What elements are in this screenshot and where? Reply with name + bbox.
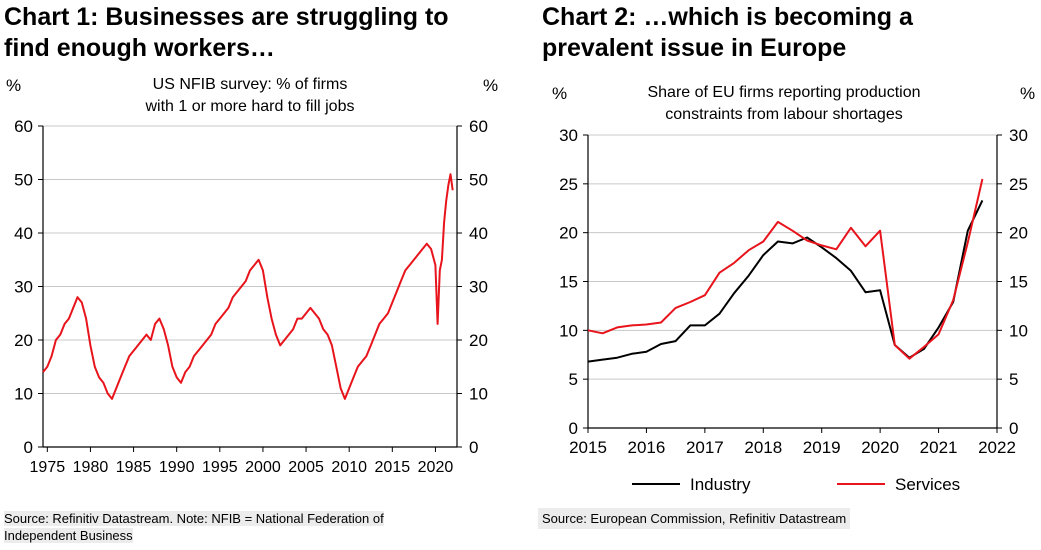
chart2-xtick-label: 2016 (628, 438, 666, 457)
chart1-ylabel-left: % (6, 76, 21, 95)
chart2-ytick-label-left: 25 (559, 175, 578, 194)
chart1-ytick-label-left: 50 (14, 171, 33, 190)
chart2-ytick-label-left: 15 (559, 273, 578, 292)
chart1-ytick-label-left: 60 (14, 117, 33, 136)
chart2-legend-label-industry: Industry (690, 475, 751, 494)
chart1-xtick-label: 1990 (159, 459, 195, 476)
chart2-xtick-label: 2021 (920, 438, 958, 457)
chart2-ytick-label-left: 0 (569, 419, 578, 438)
chart1-ytick-label-right: 30 (469, 278, 488, 297)
chart1-ytick-label-right: 40 (469, 224, 488, 243)
chart2-ytick-label-left: 20 (559, 224, 578, 243)
chart1-ytick-label-left: 0 (24, 438, 33, 457)
chart2-xtick-label: 2015 (569, 438, 607, 457)
chart2-ytick-label-right: 0 (1009, 419, 1018, 438)
chart1-ytick-label-right: 60 (469, 117, 488, 136)
chart1-subtitle-line1: US NFIB survey: % of firms (153, 76, 348, 93)
chart2-ytick-label-right: 15 (1009, 273, 1028, 292)
chart2-xtick-label: 2020 (861, 438, 899, 457)
chart2-ytick-label-left: 5 (569, 370, 578, 389)
chart1-ytick-label-right: 0 (469, 438, 478, 457)
chart1-xtick-label: 2020 (418, 459, 454, 476)
chart1-xtick-label: 2000 (245, 459, 281, 476)
chart2-title: Chart 2: …which is becoming a prevalent … (542, 2, 913, 64)
chart1-ylabel-right: % (483, 76, 498, 95)
chart2-ytick-label-right: 5 (1009, 370, 1018, 389)
chart2-ytick-label-left: 30 (559, 126, 578, 145)
chart2-ytick-label-left: 10 (559, 321, 578, 340)
chart1-subtitle-line2: with 1 or more hard to fill jobs (145, 98, 355, 115)
chart1-title: Chart 1: Businesses are struggling to fi… (4, 2, 449, 64)
chart2-ytick-label-right: 10 (1009, 321, 1028, 340)
chart2-xtick-label: 2022 (978, 438, 1016, 457)
chart2-xtick-label: 2019 (803, 438, 841, 457)
chart1-series-line-0 (42, 173, 454, 400)
chart2-xtick-label: 2017 (686, 438, 724, 457)
chart1-xtick-label: 1980 (73, 459, 109, 476)
chart2-ytick-label-right: 25 (1009, 175, 1028, 194)
chart1-title-line1: Chart 1: Businesses are struggling to (4, 3, 449, 31)
chart1-ytick-label-left: 40 (14, 224, 33, 243)
chart2-legend-label-services: Services (895, 475, 960, 494)
chart1-xtick-label: 2015 (375, 459, 411, 476)
chart1-ytick-label-left: 20 (14, 331, 33, 350)
chart1-xtick-label: 1985 (116, 459, 152, 476)
chart2-series-line-services (587, 178, 984, 360)
chart1-panel: Chart 1: Businesses are struggling to fi… (0, 0, 520, 550)
chart1-ytick-label-right: 10 (469, 385, 488, 404)
chart2-panel: Chart 2: …which is becoming a prevalent … (532, 0, 1041, 550)
chart2-title-line2: prevalent issue in Europe (542, 34, 847, 62)
chart2-ylabel-left: % (552, 84, 567, 103)
chart1-title-line2: find enough workers… (4, 34, 275, 62)
chart1-ytick-label-right: 20 (469, 331, 488, 350)
chart1-ytick-label-left: 30 (14, 278, 33, 297)
chart1-xtick-label: 1995 (202, 459, 238, 476)
chart1-ytick-label-right: 50 (469, 171, 488, 190)
chart1-xtick-label: 1975 (30, 459, 66, 476)
chart1-xtick-label: 2010 (331, 459, 367, 476)
chart2-subtitle-line2: constraints from labour shortages (665, 106, 902, 123)
chart2-ytick-label-right: 20 (1009, 224, 1028, 243)
chart2-xtick-label: 2018 (744, 438, 782, 457)
chart1-source: Source: Refinitiv Datastream. Note: NFIB… (4, 511, 384, 543)
chart2-source: Source: European Commission, Refinitiv D… (538, 508, 851, 529)
chart2-title-line1: Chart 2: …which is becoming a (542, 3, 913, 31)
chart2-ytick-label-right: 30 (1009, 126, 1028, 145)
chart1-xtick-label: 2005 (288, 459, 324, 476)
chart2-subtitle-line1: Share of EU firms reporting production (647, 84, 920, 101)
chart1-ytick-label-left: 10 (14, 385, 33, 404)
chart2-ylabel-right: % (1020, 84, 1035, 103)
